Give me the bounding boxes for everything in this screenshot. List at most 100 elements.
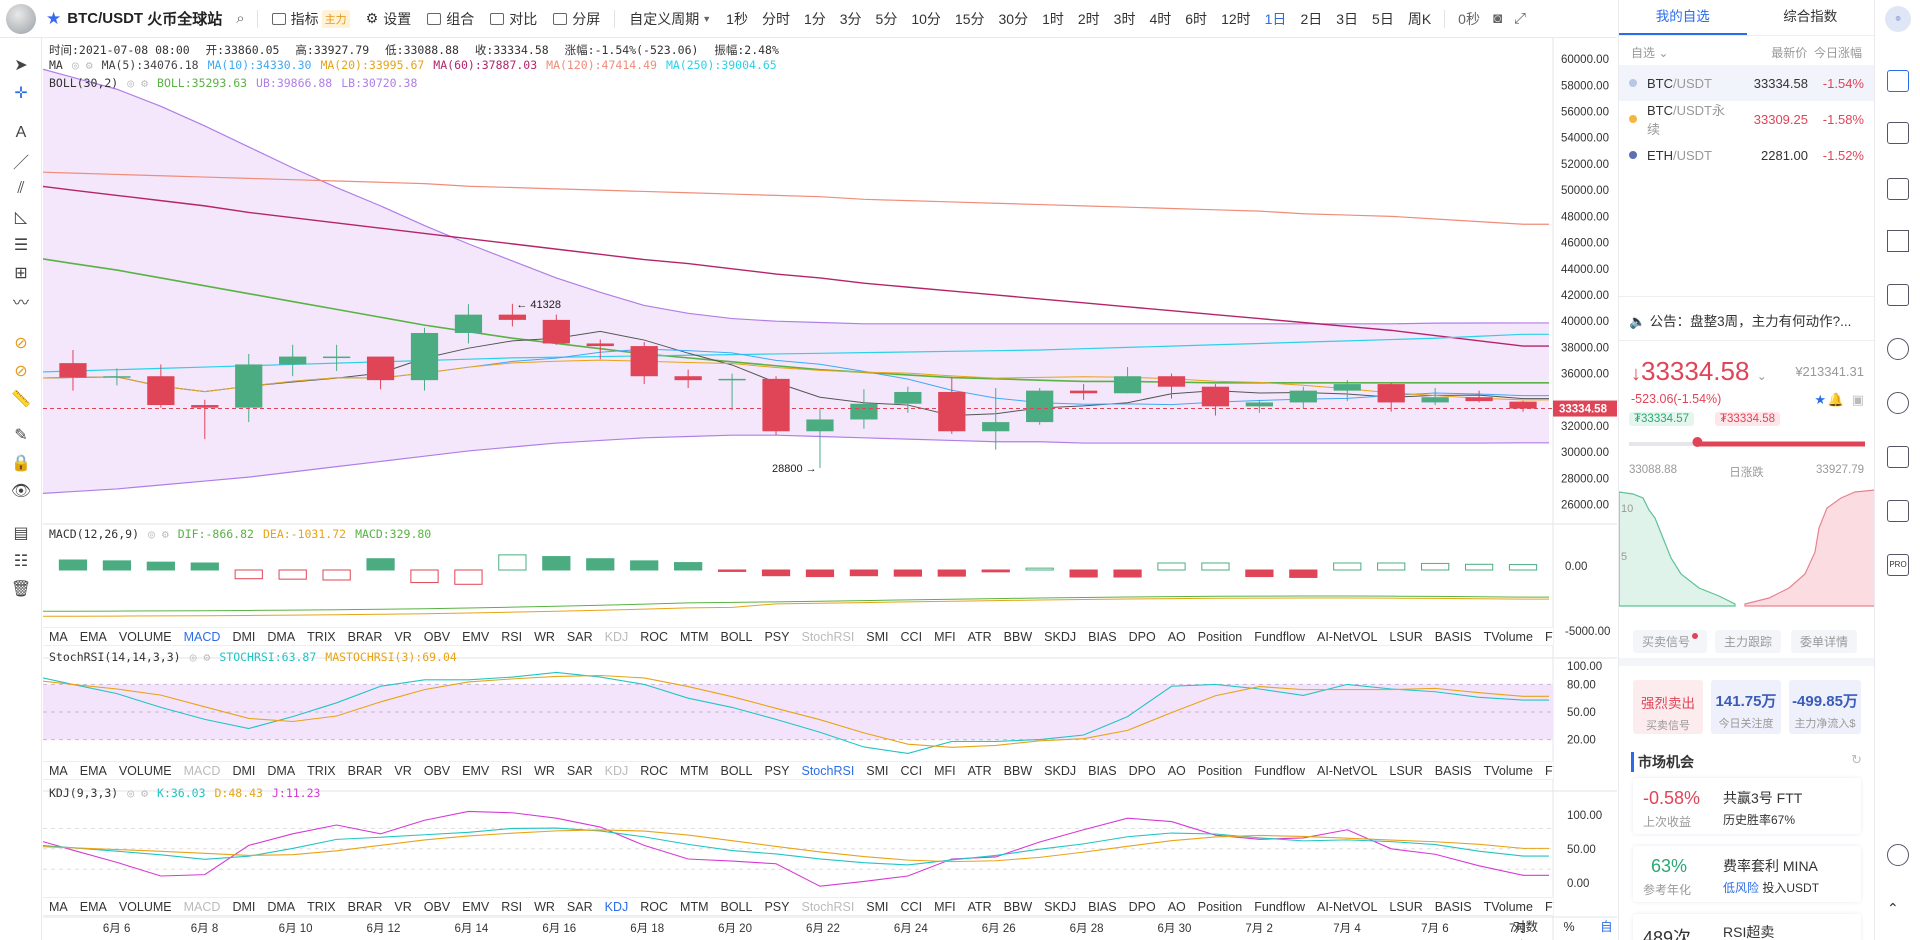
watchlist-row-btc[interactable]: BTC/USDT 33334.58 -1.54% (1619, 65, 1874, 101)
indicator-tab-position[interactable]: Position (1197, 763, 1243, 778)
indicator-tab-wr[interactable]: WR (534, 629, 555, 644)
indicators-button[interactable]: 指标 主力 (271, 9, 350, 29)
indicator-tab-ai-netvol[interactable]: AI-NetVOL (1316, 763, 1378, 778)
indicator-tab-boll[interactable]: BOLL (720, 763, 753, 778)
indicator-tab-emv[interactable]: EMV (462, 899, 490, 914)
indicator-tab-ao[interactable]: AO (1167, 629, 1186, 644)
indicator-tab-tvolume[interactable]: TVolume (1483, 899, 1533, 914)
legend-controls-icon[interactable]: ◎ ⚙ (127, 786, 149, 800)
pen-icon[interactable]: ✎ (14, 427, 28, 444)
ruler-icon[interactable]: 📏 (11, 391, 31, 408)
indicator-tab-macd[interactable]: MACD (183, 763, 221, 778)
indicator-tab-position[interactable]: Position (1197, 629, 1243, 644)
indicator-tab-position[interactable]: Position (1197, 899, 1243, 914)
indicator-tab-kdj[interactable]: KDJ (604, 763, 629, 778)
indicator-tab-ao[interactable]: AO (1167, 899, 1186, 914)
lock-icon[interactable]: 🔒 (11, 455, 31, 472)
chevron-down-icon[interactable]: ⌄ (1756, 369, 1767, 383)
indicator-tab-skdj[interactable]: SKDJ (1044, 629, 1077, 644)
indicator-tab-stochrsi[interactable]: StochRSI (801, 629, 855, 644)
indicator-tab-atr[interactable]: ATR (967, 899, 992, 914)
chart-canvas[interactable]: 33334.58 ← 41328 28800 → 60000.00 58000.00 56… (43, 38, 1617, 940)
indicator-tab-smi[interactable]: SMI (866, 629, 889, 644)
market-card-2[interactable]: 63% 参考年化 费率套利 MINA 低风险 投入USDT (1633, 846, 1861, 902)
indicator-tab-mtm[interactable]: MTM (680, 629, 709, 644)
tab-my-watchlist[interactable]: 我的自选 (1619, 0, 1747, 35)
indicator-tab-emv[interactable]: EMV (462, 629, 490, 644)
indicator-tab-dma[interactable]: DMA (267, 763, 296, 778)
indicator-tab-kdj[interactable]: KDJ (604, 899, 629, 914)
indicator-tab-sar[interactable]: SAR (566, 629, 593, 644)
watchlist-rail-icon[interactable] (1887, 70, 1909, 92)
indicator-tab-bias[interactable]: BIAS (1088, 899, 1117, 914)
legend-name[interactable]: MA (49, 58, 63, 72)
period-7[interactable]: 30分 (998, 10, 1029, 27)
watchlist-row-eth[interactable]: ETH/USDT 2281.00 -1.52% (1619, 137, 1874, 173)
legend-name[interactable]: BOLL(30,2) (49, 76, 119, 90)
trade-signal-button[interactable]: 买卖信号 (1633, 630, 1708, 653)
hide-drawings-icon[interactable]: 👁 (10, 483, 32, 500)
legend-name[interactable]: StochRSI(14,14,3,3) (49, 650, 181, 664)
indicator-tab-ma[interactable]: MA (49, 763, 68, 778)
indicator-tab-mtm[interactable]: MTM (680, 763, 709, 778)
signal-card-strong-sell[interactable]: 强烈卖出 买卖信号 (1633, 680, 1703, 734)
indicator-tab-ftbs[interactable]: FTBS (1544, 629, 1553, 644)
add-rail-icon[interactable] (1887, 284, 1909, 306)
indicator-tab-rsi[interactable]: RSI (501, 629, 523, 644)
indicator-tab-macd[interactable]: MACD (183, 899, 221, 914)
combine-button[interactable]: 组合 (427, 9, 474, 29)
period-5[interactable]: 10分 (911, 10, 941, 27)
indicator-tab-bias[interactable]: BIAS (1088, 763, 1117, 778)
indicator-tab-roc[interactable]: ROC (640, 629, 669, 644)
market-card-3[interactable]: 489次 RSI超卖 (1633, 914, 1861, 940)
period-17[interactable]: 5日 (1372, 10, 1394, 27)
indicator-tab-volume[interactable]: VOLUME (118, 629, 172, 644)
period-14[interactable]: 1日 (1264, 10, 1287, 27)
trades-rail-icon[interactable] (1887, 122, 1909, 144)
bell-icon[interactable]: 🔔 (1827, 392, 1844, 407)
indicator-tab-roc[interactable]: ROC (640, 899, 669, 914)
indicator-tab-brar[interactable]: BRAR (347, 629, 383, 644)
legend-controls-icon[interactable]: ◎ ⚙ (71, 58, 93, 72)
indicator-tab-sar[interactable]: SAR (566, 899, 593, 914)
indicator-tab-ma[interactable]: MA (49, 629, 68, 644)
order-detail-button[interactable]: 委单详情 (1791, 630, 1858, 653)
custom-period-dropdown[interactable]: 自定义周期 ▼ (629, 9, 711, 29)
indicator-tab-mfi[interactable]: MFI (934, 899, 956, 914)
clock-rail-icon[interactable] (1887, 338, 1909, 360)
indicator-tab-cci[interactable]: CCI (900, 763, 923, 778)
indicator-tab-ai-netvol[interactable]: AI-NetVOL (1316, 629, 1378, 644)
indicator-tab-lsur[interactable]: LSUR (1389, 763, 1423, 778)
main-force-button[interactable]: 主力跟踪 (1715, 630, 1782, 653)
indicator-tab-emv[interactable]: EMV (462, 763, 490, 778)
indicator-tab-ftbs[interactable]: FTBS (1544, 899, 1553, 914)
indicator-tab-wr[interactable]: WR (534, 763, 555, 778)
search-icon[interactable]: ⌕ (236, 10, 245, 27)
indicator-tab-dpo[interactable]: DPO (1128, 899, 1156, 914)
indicator-tab-mtm[interactable]: MTM (680, 899, 709, 914)
indicator-tab-tvolume[interactable]: TVolume (1483, 629, 1533, 644)
indicator-tab-ema[interactable]: EMA (79, 629, 107, 644)
compare-button[interactable]: 对比 (490, 9, 537, 29)
indicator-tab-fundflow[interactable]: Fundflow (1254, 899, 1305, 914)
template-icon[interactable]: ▤ (13, 525, 29, 542)
period-10[interactable]: 3时 (1113, 10, 1136, 27)
camera-icon[interactable]: ◙ (1492, 10, 1503, 27)
indicator-tab-trix[interactable]: TRIX (307, 899, 336, 914)
scroll-top-icon[interactable]: ⌃ (1887, 900, 1899, 916)
indicator-tab-atr[interactable]: ATR (967, 629, 992, 644)
indicator-tab-stochrsi[interactable]: StochRSI (801, 899, 855, 914)
watchlist-group[interactable]: 自选 ⌄ (1631, 46, 1669, 60)
indicator-tab-bias[interactable]: BIAS (1088, 629, 1117, 644)
indicator-tab-stochrsi[interactable]: StochRSI (801, 763, 855, 778)
fib-tool-icon[interactable]: ☰ (13, 237, 29, 254)
period-12[interactable]: 6时 (1185, 10, 1208, 27)
indicator-tab-dma[interactable]: DMA (267, 899, 296, 914)
indicator-tab-lsur[interactable]: LSUR (1389, 629, 1423, 644)
indicator-tab-dma[interactable]: DMA (267, 629, 296, 644)
indicator-tab-fundflow[interactable]: Fundflow (1254, 629, 1305, 644)
period-11[interactable]: 4时 (1149, 10, 1172, 27)
share-icon[interactable]: ▣ (1851, 392, 1864, 407)
drawing-list-icon[interactable]: ☷ (13, 553, 29, 570)
indicator-tab-rsi[interactable]: RSI (501, 899, 523, 914)
